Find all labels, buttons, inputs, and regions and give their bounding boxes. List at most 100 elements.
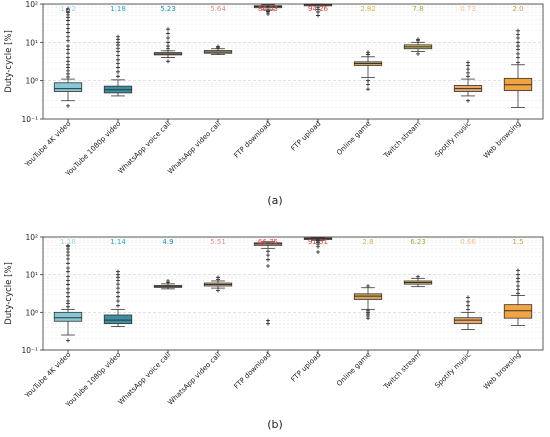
y-axis-label: Duty-cycle [%]: [4, 30, 14, 93]
outlier-marker: [116, 74, 120, 79]
median-value-label: 91.51: [308, 238, 328, 246]
box-2: 1.14 YouTube 1080p video: [64, 238, 133, 410]
outlier-marker: [66, 30, 70, 35]
outlier-marker: [516, 276, 520, 281]
y-tick-label: 10²: [25, 0, 38, 9]
outlier-marker: [116, 303, 120, 308]
outlier-marker: [66, 47, 70, 52]
outlier-marker: [116, 65, 120, 70]
y-tick-label: 10¹: [25, 271, 38, 280]
box-body: [53, 82, 83, 92]
outlier-marker: [66, 338, 70, 343]
outlier-marker: [516, 51, 520, 56]
x-tick-label: Twitch stream: [382, 120, 423, 161]
median-value-label: 2.82: [360, 5, 376, 13]
outlier-marker: [266, 253, 270, 258]
median-value-label: 1.22: [60, 5, 76, 13]
panel-label: (a): [267, 194, 282, 207]
y-axis-label: Duty-cycle [%]: [4, 262, 14, 325]
outlier-marker: [316, 239, 320, 244]
outlier-marker: [66, 44, 70, 49]
x-tick-label: WhatsApp voice call: [117, 120, 173, 176]
outlier-marker: [66, 6, 70, 11]
median-value-label: 6.23: [410, 238, 426, 246]
box-body: [103, 314, 133, 325]
outlier-marker: [116, 282, 120, 287]
outlier-marker: [66, 62, 70, 67]
outlier-marker: [166, 35, 170, 40]
median-value-label: 1.18: [110, 5, 126, 13]
x-tick-label: Twitch stream: [382, 351, 423, 392]
box-body: [353, 293, 383, 300]
outlier-marker: [166, 44, 170, 49]
outlier-marker: [66, 59, 70, 64]
outlier-marker: [516, 28, 520, 33]
outlier-marker: [166, 59, 170, 64]
box-1: 1.22 YouTube 4K video: [23, 5, 83, 169]
outlier-marker: [116, 57, 120, 62]
x-tick-label: Web browsing: [482, 351, 522, 391]
outlier-marker: [66, 38, 70, 43]
outlier-marker: [416, 37, 420, 42]
x-tick-label: Web browsing: [482, 120, 522, 160]
outlier-marker: [366, 50, 370, 55]
outlier-marker: [216, 275, 220, 280]
median-value-label: 2.0: [512, 5, 523, 13]
x-tick-label: FTP upload: [290, 120, 323, 153]
plot-frame: [42, 236, 544, 351]
x-tick-label: FTP upload: [290, 351, 323, 384]
outlier-marker: [66, 290, 70, 295]
median-value-label: 0.73: [460, 5, 476, 13]
box-7: 2.82 Online game: [335, 5, 383, 157]
outlier-marker: [166, 31, 170, 36]
outlier-marker: [66, 278, 70, 283]
outlier-marker: [66, 51, 70, 56]
outlier-marker: [416, 51, 420, 56]
outlier-marker: [516, 32, 520, 37]
median-value-label: 86.03: [258, 5, 278, 13]
box-9: 0.73 Spotify music: [433, 5, 483, 159]
box-8: 6.23 Twitch stream: [382, 238, 433, 392]
median-value-label: 66.75: [258, 238, 278, 246]
outlier-marker: [516, 279, 520, 284]
outlier-marker: [516, 40, 520, 45]
box-7: 2.8 Online game: [335, 238, 383, 388]
outlier-marker: [66, 26, 70, 31]
median-value-label: 0.66: [460, 238, 476, 246]
box-6: 94.26 FTP upload: [290, 3, 333, 153]
outlier-marker: [66, 282, 70, 287]
x-tick-label: Spotify music: [433, 351, 472, 390]
outlier-marker: [66, 243, 70, 248]
outlier-marker: [66, 274, 70, 279]
x-tick-label: WhatsApp voice call: [117, 351, 173, 407]
box-body: [503, 304, 533, 319]
outlier-marker: [466, 60, 470, 65]
x-tick-label: FTP download: [232, 120, 272, 160]
outlier-marker: [116, 298, 120, 303]
y-tick-label: 10⁻¹: [21, 346, 38, 355]
median-value-label: 5.23: [160, 5, 176, 13]
median-value-label: 5.64: [210, 5, 226, 13]
median-value-label: 1.5: [512, 238, 523, 246]
box-5: 66.75 FTP download: [232, 238, 283, 391]
box-10: 2.0 Web browsing: [482, 5, 533, 160]
outlier-marker: [66, 103, 70, 108]
median-value-label: 2.8: [362, 238, 373, 246]
outlier-marker: [366, 82, 370, 87]
outlier-marker: [466, 74, 470, 79]
outlier-marker: [116, 286, 120, 291]
box-10: 1.5 Web browsing: [482, 238, 533, 391]
outlier-marker: [216, 44, 220, 49]
outlier-marker: [66, 266, 70, 271]
outlier-marker: [166, 40, 170, 45]
outlier-marker: [466, 299, 470, 304]
outlier-marker: [266, 257, 270, 262]
x-tick-label: Online game: [335, 120, 372, 157]
outlier-marker: [516, 284, 520, 289]
box-6: 91.51 FTP upload: [290, 237, 333, 384]
outlier-marker: [516, 55, 520, 60]
outlier-marker: [116, 61, 120, 66]
outlier-marker: [266, 318, 270, 323]
median-value-label: 7.8: [412, 5, 423, 13]
